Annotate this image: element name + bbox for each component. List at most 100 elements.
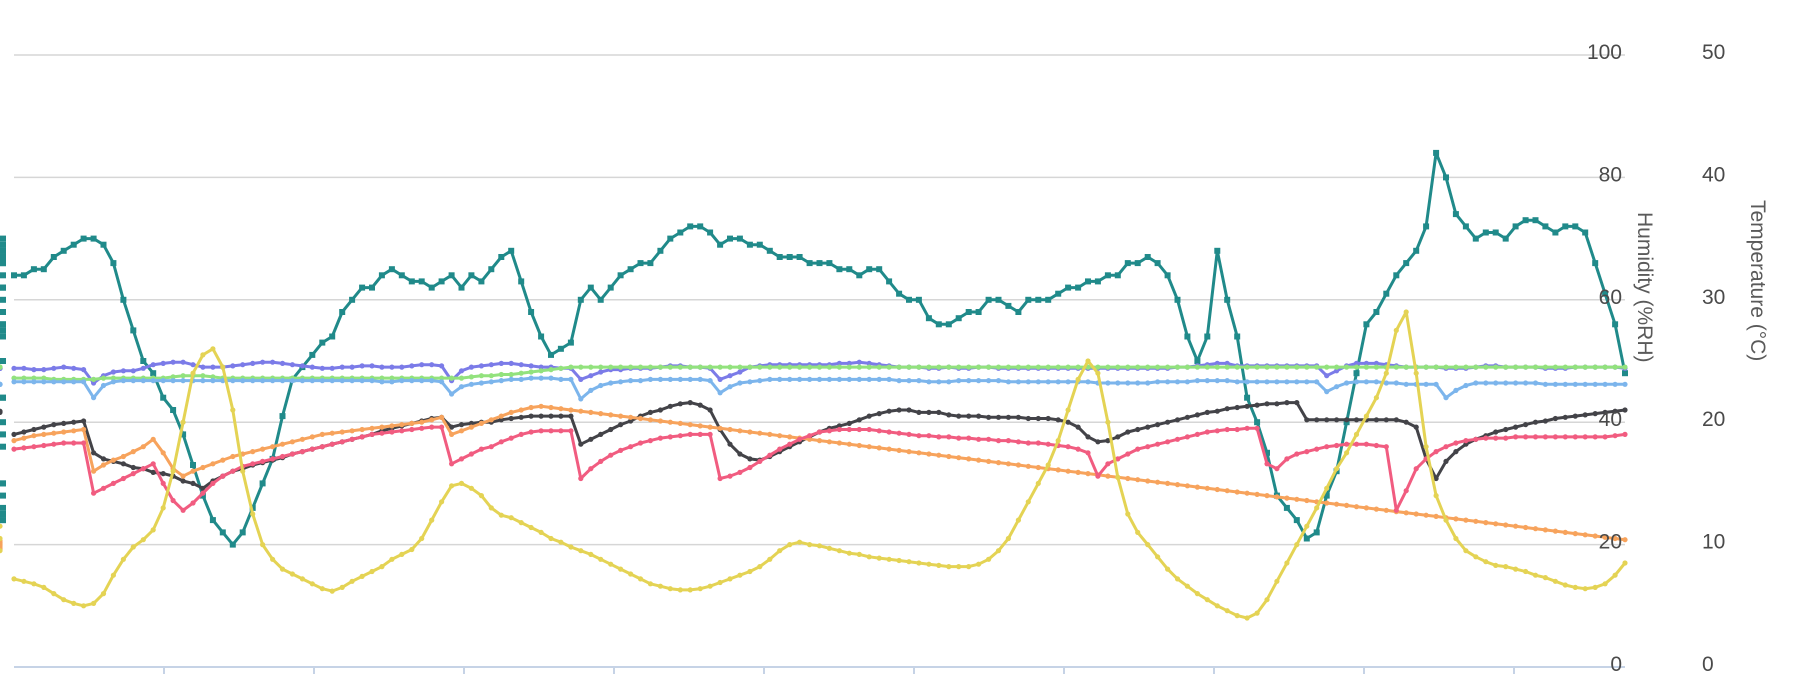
series-line-humidity[interactable]	[12, 151, 1627, 547]
data-point[interactable]	[1174, 296, 1181, 303]
data-point[interactable]	[578, 396, 584, 402]
data-point[interactable]	[1154, 260, 1161, 267]
data-point[interactable]	[1115, 434, 1121, 440]
data-point[interactable]	[91, 376, 97, 382]
data-point[interactable]	[140, 466, 146, 472]
data-point[interactable]	[0, 235, 6, 242]
data-point[interactable]	[1562, 381, 1568, 387]
data-point[interactable]	[399, 428, 405, 434]
data-point[interactable]	[966, 364, 972, 370]
data-point[interactable]	[1443, 364, 1449, 370]
data-point[interactable]	[946, 364, 952, 370]
data-point[interactable]	[995, 378, 1002, 384]
data-point[interactable]	[1344, 380, 1350, 386]
data-point[interactable]	[488, 379, 494, 385]
data-point[interactable]	[309, 446, 315, 452]
data-point[interactable]	[1473, 554, 1479, 560]
data-point[interactable]	[797, 539, 803, 545]
data-point[interactable]	[1105, 473, 1111, 479]
data-point[interactable]	[150, 378, 156, 384]
data-point[interactable]	[0, 409, 3, 415]
data-point[interactable]	[1562, 582, 1568, 588]
data-point[interactable]	[120, 296, 127, 303]
data-point[interactable]	[329, 588, 335, 594]
data-point[interactable]	[936, 409, 942, 415]
data-point[interactable]	[787, 434, 793, 440]
data-point[interactable]	[0, 480, 6, 487]
data-point[interactable]	[926, 379, 932, 385]
data-point[interactable]	[1602, 409, 1608, 415]
data-point[interactable]	[1513, 523, 1519, 529]
data-point[interactable]	[1145, 542, 1151, 548]
data-point[interactable]	[429, 417, 435, 423]
data-point[interactable]	[926, 451, 932, 457]
data-point[interactable]	[1334, 501, 1340, 507]
data-point[interactable]	[737, 451, 743, 457]
data-point[interactable]	[468, 272, 475, 279]
data-point[interactable]	[807, 433, 813, 439]
data-point[interactable]	[190, 480, 196, 486]
data-point[interactable]	[807, 364, 813, 370]
data-point[interactable]	[697, 586, 703, 592]
data-point[interactable]	[1184, 379, 1190, 385]
data-point[interactable]	[1453, 387, 1459, 393]
data-point[interactable]	[876, 411, 882, 417]
data-point[interactable]	[1125, 380, 1131, 386]
data-point[interactable]	[618, 364, 624, 370]
data-point[interactable]	[70, 241, 77, 248]
data-point[interactable]	[229, 541, 236, 548]
data-point[interactable]	[1513, 434, 1519, 440]
data-point[interactable]	[200, 364, 206, 370]
data-point[interactable]	[1184, 333, 1191, 340]
data-point[interactable]	[0, 358, 6, 364]
data-point[interactable]	[548, 375, 554, 381]
data-point[interactable]	[80, 235, 87, 242]
data-point[interactable]	[628, 364, 634, 370]
data-point[interactable]	[120, 461, 126, 467]
data-point[interactable]	[976, 561, 982, 567]
data-point[interactable]	[468, 381, 474, 387]
data-point[interactable]	[359, 573, 365, 580]
data-point[interactable]	[1324, 389, 1330, 395]
data-point[interactable]	[1314, 379, 1320, 385]
data-point[interactable]	[259, 480, 266, 487]
data-point[interactable]	[588, 387, 594, 393]
data-point[interactable]	[1582, 434, 1588, 440]
data-point[interactable]	[916, 409, 922, 415]
data-point[interactable]	[747, 379, 753, 385]
data-point[interactable]	[1353, 441, 1360, 447]
data-point[interactable]	[956, 413, 962, 419]
data-point[interactable]	[1284, 364, 1290, 370]
data-point[interactable]	[568, 428, 574, 434]
data-point[interactable]	[707, 424, 713, 430]
data-point[interactable]	[1294, 400, 1300, 406]
data-point[interactable]	[439, 379, 445, 385]
data-point[interactable]	[369, 425, 375, 431]
data-point[interactable]	[1264, 401, 1270, 407]
data-point[interactable]	[1065, 364, 1071, 370]
data-point[interactable]	[926, 409, 932, 415]
data-point[interactable]	[966, 456, 972, 462]
data-point[interactable]	[260, 378, 266, 384]
data-point[interactable]	[110, 457, 116, 463]
data-point[interactable]	[1224, 488, 1230, 494]
data-point[interactable]	[588, 409, 594, 415]
data-point[interactable]	[866, 376, 872, 382]
data-point[interactable]	[1224, 360, 1230, 366]
data-point[interactable]	[1473, 364, 1479, 370]
data-point[interactable]	[419, 535, 425, 542]
data-point[interactable]	[1562, 529, 1568, 536]
data-point[interactable]	[1165, 480, 1171, 486]
data-point[interactable]	[379, 424, 385, 430]
data-point[interactable]	[100, 462, 107, 468]
data-point[interactable]	[1244, 425, 1250, 431]
data-point[interactable]	[856, 417, 862, 423]
data-point[interactable]	[71, 365, 77, 371]
data-point[interactable]	[1184, 483, 1190, 489]
data-point[interactable]	[1174, 364, 1181, 370]
data-point[interactable]	[120, 556, 126, 562]
data-point[interactable]	[160, 480, 166, 486]
data-point[interactable]	[946, 453, 952, 460]
data-point[interactable]	[11, 375, 17, 381]
data-point[interactable]	[548, 404, 554, 411]
